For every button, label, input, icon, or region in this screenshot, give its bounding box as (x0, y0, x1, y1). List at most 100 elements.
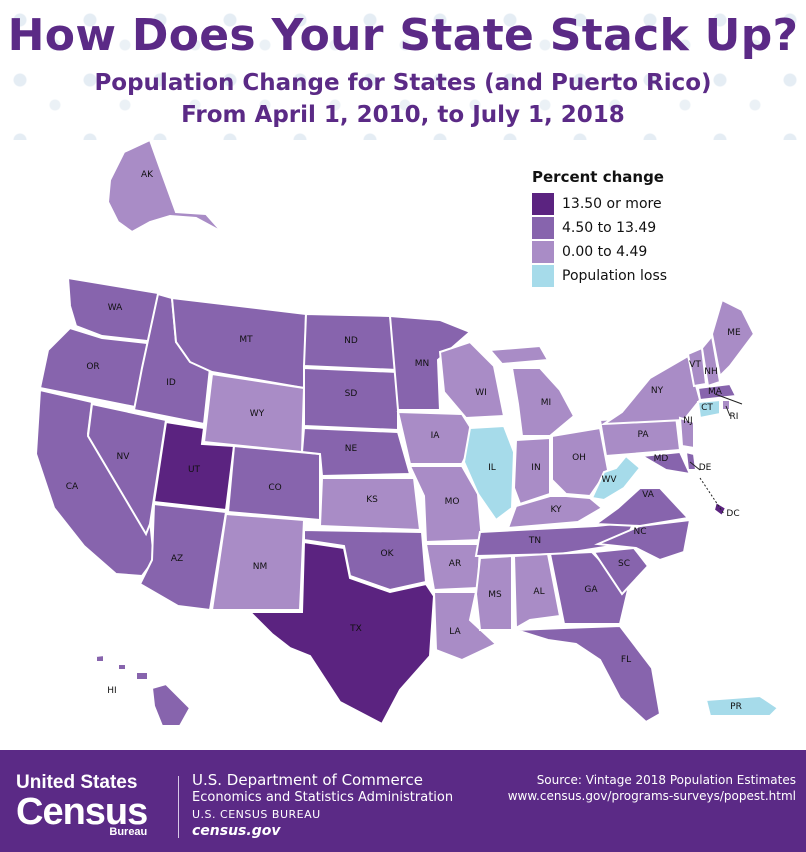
state-ms[interactable] (474, 554, 513, 631)
state-mn[interactable] (388, 314, 472, 411)
dept-line-2: Economics and Statistics Administration (192, 790, 454, 805)
state-wi[interactable] (438, 340, 506, 420)
state-label-ma: MA (708, 387, 723, 397)
state-label-ks: KS (366, 495, 378, 505)
state-fl[interactable] (515, 624, 662, 724)
state-label-hi: HI (107, 686, 116, 696)
legend-swatch (532, 217, 554, 239)
state-il[interactable] (462, 424, 516, 522)
legend-title: Percent change (532, 168, 664, 186)
state-ct[interactable] (696, 398, 721, 420)
dept-line-3: U.S. CENSUS BUREAU (192, 808, 321, 821)
footer: United States Census Bureau U.S. Departm… (0, 750, 806, 852)
state-label-in: IN (531, 463, 540, 473)
subtitle-line-2: From April 1, 2010, to July 1, 2018 (181, 102, 625, 128)
state-ma[interactable] (696, 382, 738, 402)
leader-line-ri (725, 405, 731, 417)
state-label-nj: NJ (683, 416, 692, 426)
subtitle-line-1: Population Change for States (and Puerto… (94, 70, 712, 96)
state-label-pa: PA (637, 430, 649, 440)
state-label-mi: MI (541, 398, 551, 408)
state-label-nc: NC (633, 527, 646, 537)
state-nj[interactable] (678, 416, 695, 450)
state-label-wv: WV (601, 475, 617, 485)
state-de[interactable] (684, 450, 698, 471)
state-dc[interactable] (712, 500, 728, 518)
state-wv[interactable] (590, 454, 642, 502)
state-tx[interactable] (247, 540, 436, 726)
state-label-me: ME (727, 328, 741, 338)
state-label-ca: CA (66, 482, 79, 492)
state-va[interactable] (593, 487, 691, 528)
state-label-il: IL (488, 463, 496, 473)
state-ri[interactable] (721, 399, 731, 411)
state-label-ok: OK (381, 549, 395, 559)
state-sd[interactable] (303, 366, 399, 432)
state-label-dc: DC (726, 509, 739, 519)
state-label-ga: GA (584, 585, 598, 595)
state-ky[interactable] (506, 495, 604, 530)
state-pr[interactable] (704, 694, 780, 717)
state-label-va: VA (642, 490, 655, 500)
state-mi[interactable] (487, 344, 576, 437)
state-label-wy: WY (250, 409, 265, 419)
logo-line-2: Census (16, 791, 148, 833)
state-hi[interactable] (95, 653, 192, 727)
state-label-ar: AR (449, 559, 461, 569)
state-label-fl: FL (621, 655, 631, 665)
state-label-ne: NE (345, 444, 358, 454)
state-label-sd: SD (345, 389, 358, 399)
state-label-id: ID (166, 378, 176, 388)
legend-item: 13.50 or more (532, 193, 667, 215)
dept-line-1: U.S. Department of Commerce (192, 771, 423, 789)
state-nh[interactable] (700, 333, 722, 388)
state-label-mt: MT (239, 335, 253, 345)
state-az[interactable] (138, 502, 228, 612)
state-sc[interactable] (592, 546, 650, 596)
state-me[interactable] (710, 298, 756, 379)
header-background-pattern (0, 0, 806, 140)
state-label-nd: ND (344, 336, 358, 346)
census-gov-link[interactable]: census.gov (192, 823, 281, 839)
state-vt[interactable] (686, 346, 708, 388)
source-url-link[interactable]: www.census.gov/programs-surveys/popest.h… (507, 789, 796, 803)
state-label-az: AZ (171, 554, 183, 564)
department-info: U.S. Department of Commerce Economics an… (192, 772, 453, 840)
state-label-nv: NV (117, 452, 131, 462)
page-title: How Does Your State Stack Up? (7, 10, 799, 61)
source-line: Source: Vintage 2018 Population Estimate… (536, 773, 796, 787)
state-ne[interactable] (300, 426, 412, 478)
state-ak[interactable] (106, 138, 223, 234)
state-label-oh: OH (572, 453, 586, 463)
logo-line-1: United States (16, 772, 138, 793)
state-md[interactable] (638, 450, 692, 476)
state-label-ri: RI (730, 412, 739, 422)
state-label-wa: WA (108, 303, 123, 313)
state-label-ct: CT (701, 403, 713, 413)
us-population-map: AK HI WA OR CA NV ID MT WY UT AZ NM CO ND SD NE KS OK TX MN… (34, 138, 780, 727)
legend-item: 0.00 to 4.49 (532, 241, 667, 263)
state-ok[interactable] (303, 528, 428, 592)
state-nv[interactable] (86, 402, 168, 537)
state-label-or: OR (86, 362, 99, 372)
state-oh[interactable] (551, 426, 610, 498)
state-label-mo: MO (445, 497, 460, 507)
state-label-al: AL (533, 587, 544, 597)
legend-item: 4.50 to 13.49 (532, 217, 667, 239)
state-ks[interactable] (318, 477, 422, 532)
legend-label: Population loss (562, 268, 668, 284)
state-label-ut: UT (188, 465, 201, 475)
legend-item: Population loss (532, 265, 667, 287)
state-nm[interactable] (210, 512, 306, 611)
leader-line-ma (714, 393, 743, 405)
state-al[interactable] (512, 552, 562, 630)
state-label-ms: MS (488, 590, 502, 600)
leader-line-de (689, 461, 701, 471)
census-bureau-logo[interactable]: United States Census Bureau (16, 772, 148, 838)
state-label-pr: PR (730, 702, 742, 712)
state-label-wi: WI (475, 388, 487, 398)
state-label-vt: VT (689, 360, 701, 370)
state-in[interactable] (512, 436, 551, 506)
state-label-tn: TN (528, 536, 541, 546)
state-label-md: MD (654, 454, 669, 464)
